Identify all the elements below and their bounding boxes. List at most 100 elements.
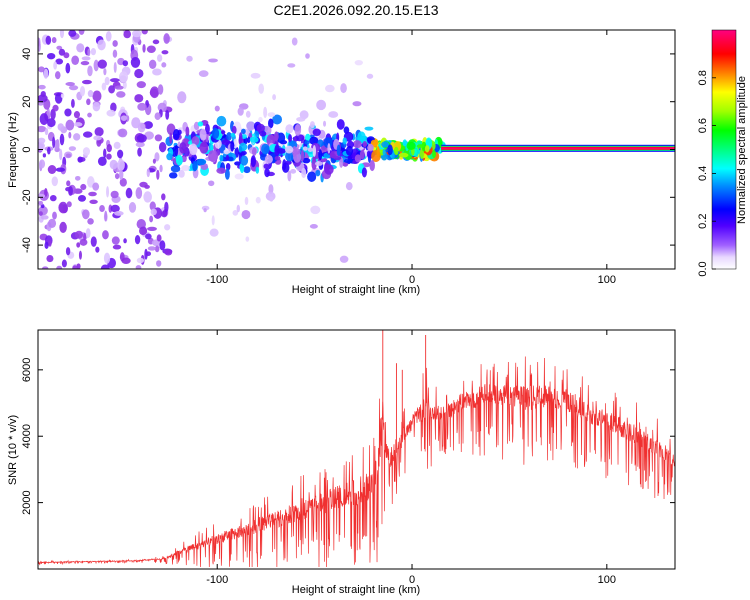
heatmap-cell — [191, 136, 200, 146]
heatmap-cell — [236, 204, 241, 213]
snr-x-tick-label: 0 — [409, 574, 415, 586]
spectrogram-x-tick-label: 100 — [598, 274, 616, 286]
heatmap-cell — [432, 149, 436, 158]
heatmap-cell — [224, 168, 230, 180]
colorbar-tick-label: 0.0 — [697, 261, 709, 276]
heatmap-cell — [285, 151, 295, 162]
heatmap-cell — [90, 48, 97, 56]
heatmap-cell — [92, 182, 100, 191]
heatmap-cell — [61, 259, 67, 268]
heatmap-cell — [164, 201, 169, 213]
heatmap-cell — [192, 160, 198, 172]
heatmap-cell — [238, 145, 243, 153]
heatmap-cell — [52, 104, 59, 112]
heatmap-cell — [402, 139, 407, 147]
heatmap-cell — [256, 123, 265, 133]
heatmap-cell — [38, 94, 48, 103]
heatmap-cell — [309, 121, 315, 129]
heatmap-cell — [73, 122, 83, 127]
heatmap-cell — [136, 257, 145, 264]
heatmap-cell — [123, 30, 132, 39]
heatmap-cell — [118, 128, 128, 138]
heatmap-cell — [315, 169, 321, 177]
heatmap-cell — [55, 58, 64, 65]
heatmap-cell — [197, 121, 204, 127]
spectrogram-y-tick-label: 40 — [21, 48, 33, 60]
heatmap-cell — [78, 30, 85, 35]
heatmap-cell — [169, 132, 173, 144]
heatmap-cell — [241, 128, 246, 135]
heatmap-cell — [66, 201, 72, 208]
spectrogram-x-axis-label: Height of straight line (km) — [292, 284, 420, 296]
heatmap-cell — [109, 78, 120, 83]
heatmap-cell — [276, 148, 286, 154]
spectrogram-y-axis-label: Frequency (Hz) — [7, 112, 19, 188]
heatmap-cell — [95, 246, 100, 253]
snr-series — [38, 330, 675, 568]
heatmap-cell — [54, 71, 61, 80]
heatmap-cell — [106, 109, 116, 117]
heatmap-cell — [59, 148, 63, 161]
snr-line — [38, 356, 675, 568]
heatmap-cell — [85, 228, 91, 239]
heatmap-cell — [369, 160, 375, 172]
heatmap-cell — [93, 135, 102, 141]
snr-x-axis-label: Height of straight line (km) — [292, 584, 420, 596]
snr-frame — [37, 329, 676, 570]
heatmap-cell — [216, 167, 227, 174]
heatmap-cell — [387, 144, 393, 156]
heatmap-cell — [324, 84, 335, 93]
heatmap-cell — [119, 169, 124, 180]
heatmap-cell — [146, 45, 156, 53]
heatmap-cell — [244, 196, 249, 206]
heatmap-cell — [68, 146, 77, 151]
heatmap-cell — [147, 226, 157, 231]
heatmap-cell — [285, 160, 292, 165]
heatmap-cell — [146, 168, 150, 178]
heatmap-cell — [287, 63, 296, 68]
heatmap-cell — [90, 236, 97, 247]
heatmap-cell — [255, 196, 261, 204]
heatmap-cell — [233, 138, 238, 149]
heatmap-cell — [76, 263, 81, 269]
heatmap-cell — [65, 119, 75, 131]
heatmap-cell — [105, 31, 112, 42]
heatmap-cell — [154, 152, 160, 162]
heatmap-cell — [216, 115, 227, 127]
heatmap-cell — [161, 193, 166, 201]
heatmap-cell — [210, 144, 214, 152]
heatmap-cell — [106, 153, 112, 160]
heatmap-cell — [134, 68, 144, 79]
heatmap-cell — [309, 224, 318, 229]
heatmap-cell — [267, 112, 276, 118]
heatmap-cell — [152, 39, 160, 45]
heatmap-cell — [123, 238, 127, 244]
heatmap-cell — [152, 158, 156, 164]
heatmap-cell — [121, 257, 131, 264]
heatmap-cell — [166, 123, 176, 136]
heatmap-cell — [58, 201, 68, 214]
heatmap-cell — [131, 30, 142, 38]
heatmap-cell — [243, 166, 251, 174]
heatmap-cell — [211, 127, 220, 140]
heatmap-cell — [340, 83, 347, 94]
heatmap-cell — [106, 186, 110, 198]
heatmap-cell — [336, 144, 341, 156]
heatmap-cell — [352, 140, 362, 149]
heatmap-cell — [68, 30, 77, 37]
heatmap-cell — [285, 124, 294, 134]
heatmap-cell — [178, 169, 185, 178]
heatmap-cell — [52, 211, 57, 220]
heatmap-cell — [43, 68, 49, 79]
heatmap-cell — [214, 105, 220, 112]
heatmap-cell — [56, 265, 63, 269]
heatmap-cell — [38, 125, 47, 133]
heatmap-cell — [141, 30, 148, 35]
heatmap-cell — [87, 218, 94, 225]
heatmap-cell — [38, 141, 45, 151]
heatmap-cell — [82, 209, 90, 220]
heatmap-cell — [367, 137, 373, 144]
heatmap-cell — [136, 81, 146, 89]
colorbar-tick-label: 0.8 — [697, 70, 709, 85]
heatmap-cell — [74, 175, 81, 181]
